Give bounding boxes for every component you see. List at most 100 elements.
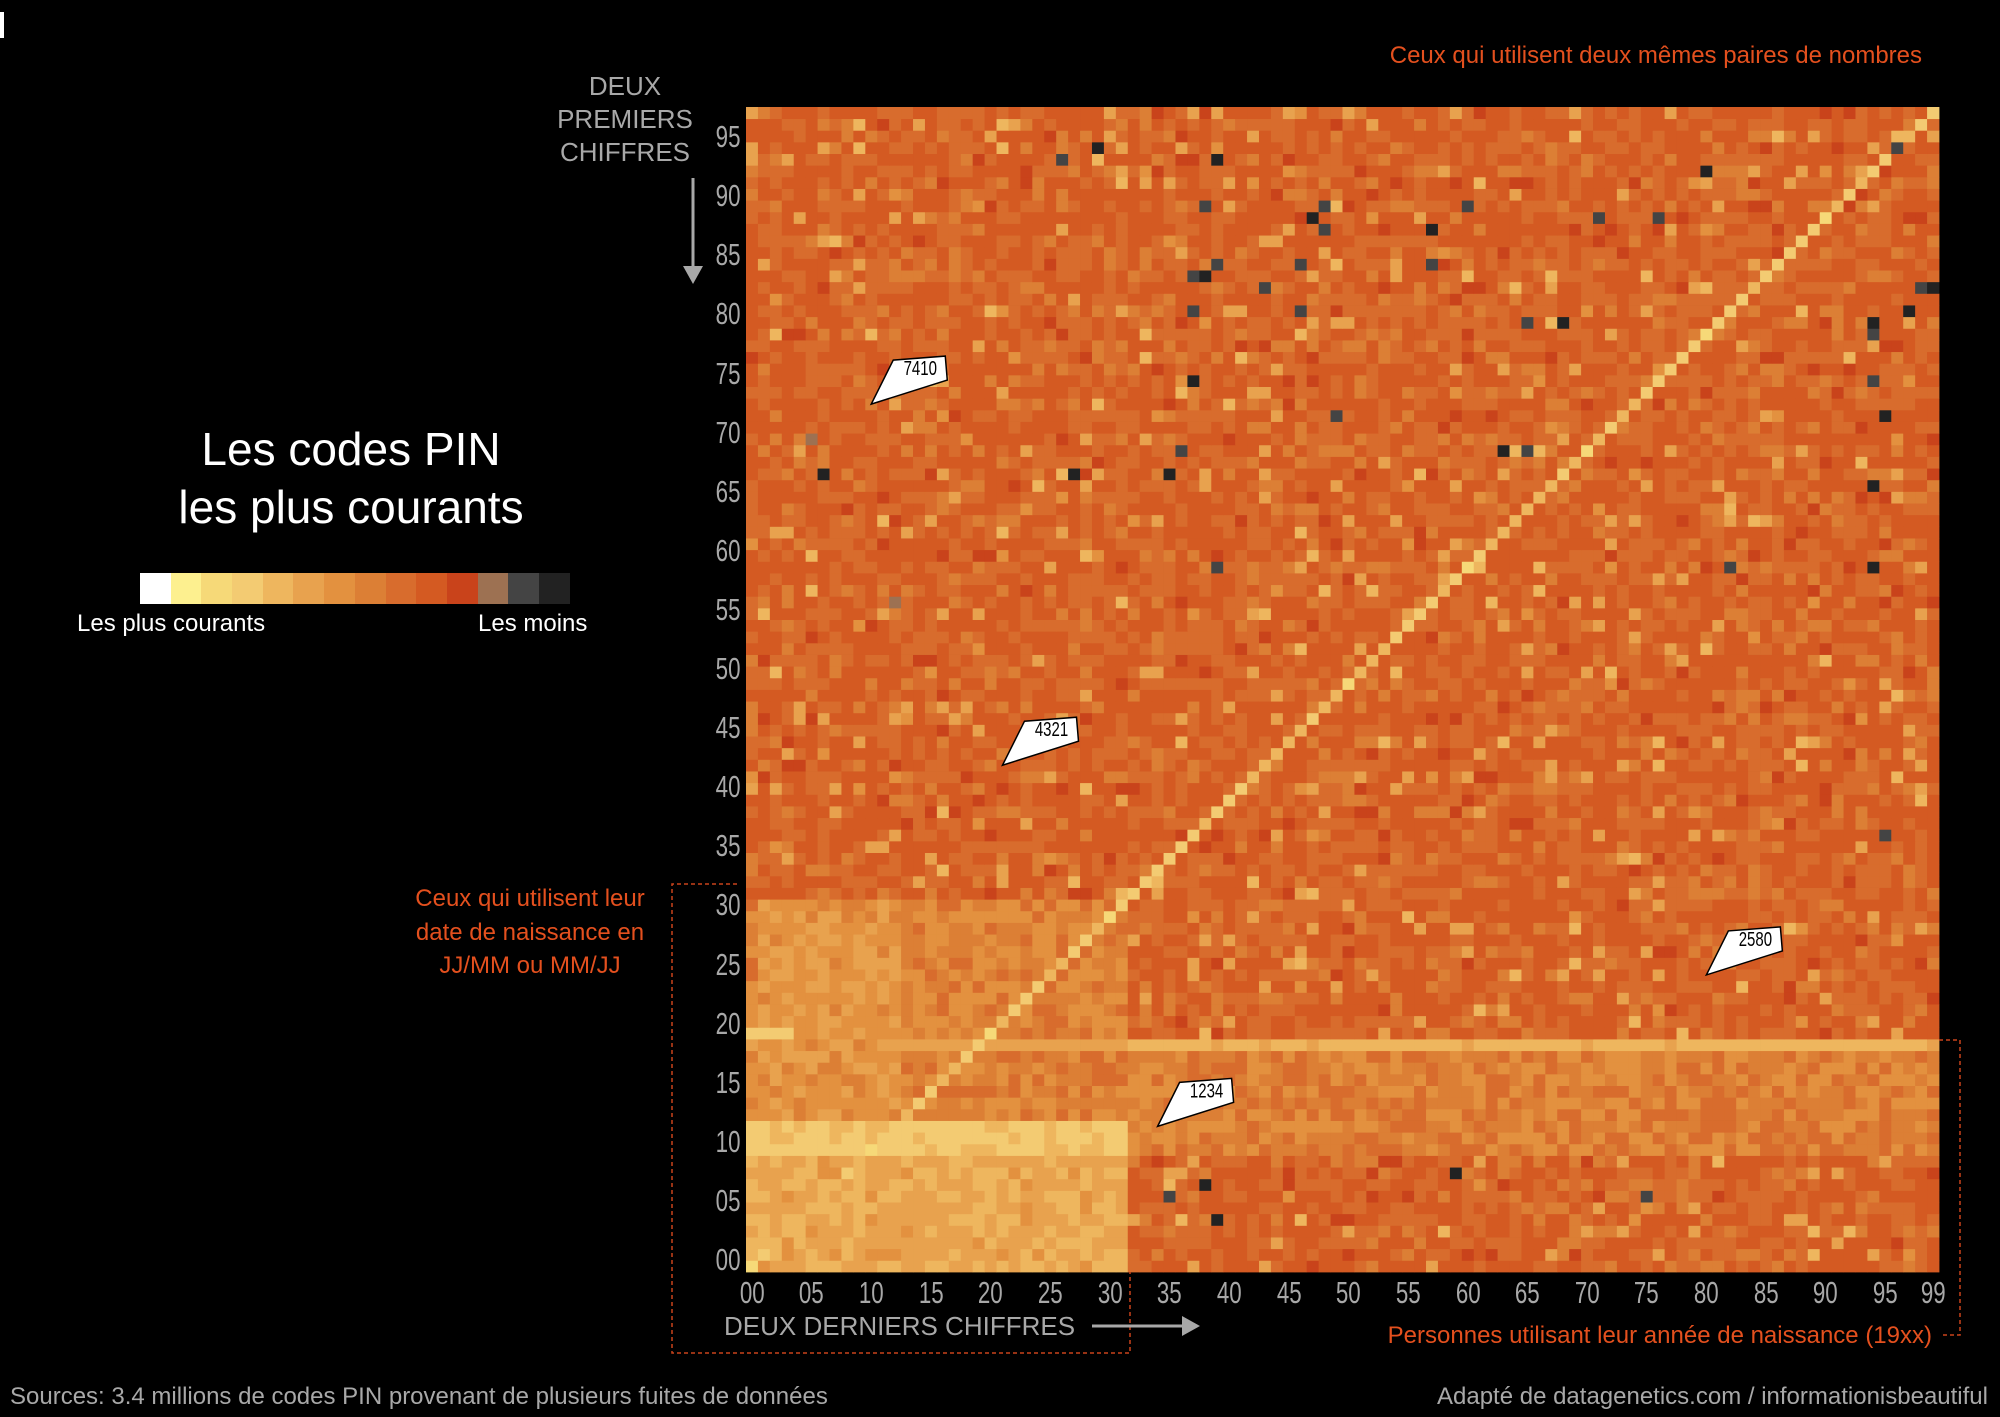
heatmap-cell — [1402, 712, 1415, 725]
heatmap-cell — [1223, 1178, 1236, 1191]
heatmap-cell — [1306, 1062, 1320, 1075]
heatmap-cell — [1927, 852, 1940, 865]
heatmap-cell — [1807, 1039, 1821, 1052]
heatmap-cell — [1223, 1050, 1236, 1063]
heatmap-cell — [1795, 794, 1809, 807]
heatmap-cell — [1235, 736, 1248, 749]
heatmap-cell — [841, 980, 854, 993]
heatmap-cell — [746, 1167, 759, 1180]
heatmap-cell — [1294, 1132, 1308, 1145]
heatmap-cell — [1402, 980, 1415, 993]
heatmap-cell — [960, 1108, 974, 1121]
heatmap-cell — [1593, 922, 1606, 935]
heatmap-cell — [1664, 1004, 1677, 1017]
heatmap-cell — [1390, 736, 1403, 749]
title-line-2: les plus courants — [178, 481, 524, 533]
heatmap-cell — [984, 1062, 997, 1075]
heatmap-cell — [1521, 724, 1534, 737]
heatmap-cell — [853, 701, 866, 714]
x-tick-text: 40 — [1216, 1275, 1242, 1310]
heatmap-cell — [924, 1190, 938, 1203]
heatmap-cell — [1593, 852, 1606, 865]
heatmap-cell — [1736, 1202, 1749, 1215]
heatmap-cell — [1080, 1108, 1093, 1121]
heatmap-cell — [1461, 1167, 1475, 1180]
heatmap-cell — [1151, 1260, 1164, 1273]
heatmap-cell — [1795, 1097, 1809, 1110]
heatmap-cell — [1545, 922, 1558, 935]
heatmap-cell — [1390, 1237, 1403, 1250]
heatmap-cell — [1879, 1097, 1892, 1110]
heatmap-cell — [1426, 1248, 1439, 1261]
heatmap-cell — [757, 1225, 771, 1238]
heatmap-cell — [984, 806, 997, 819]
heatmap-cell — [1199, 969, 1212, 982]
heatmap-cell — [1282, 794, 1296, 807]
heatmap-cell — [1414, 1004, 1427, 1017]
heatmap-cell — [1771, 1108, 1785, 1121]
heatmap-cell — [1008, 806, 1021, 819]
heatmap-cell — [1628, 1039, 1642, 1052]
heatmap-cell — [1915, 1097, 1928, 1110]
heatmap-cell — [757, 887, 771, 900]
heatmap-cell — [1557, 1248, 1570, 1261]
heatmap-cell — [1461, 969, 1475, 982]
heatmap-cell — [1533, 945, 1546, 958]
heatmap-cell — [1437, 1155, 1451, 1168]
heatmap-cell — [1044, 829, 1057, 842]
heatmap-cell — [948, 910, 962, 923]
heatmap-cell — [936, 701, 950, 714]
heatmap-cell — [1354, 1004, 1367, 1017]
heatmap-cell — [1223, 712, 1236, 725]
heatmap-cell — [1581, 852, 1594, 865]
heatmap-cell — [924, 1213, 938, 1226]
heatmap-cell — [1008, 712, 1021, 725]
heatmap-cell — [1879, 945, 1892, 958]
heatmap-cell — [1461, 771, 1475, 784]
heatmap-cell — [1891, 724, 1904, 737]
heatmap-cell — [1294, 864, 1308, 877]
heatmap-cell — [1771, 1202, 1785, 1215]
heatmap-cell — [1390, 1039, 1403, 1052]
heatmap-cell — [1593, 899, 1606, 912]
heatmap-cell — [1032, 875, 1045, 888]
heatmap-cell — [1366, 1073, 1379, 1086]
heatmap-cell — [1103, 1178, 1117, 1191]
heatmap-cell — [1688, 1120, 1701, 1133]
heatmap-cell — [1175, 1178, 1188, 1191]
heatmap-cell — [1903, 1167, 1916, 1180]
heatmap-cell — [781, 806, 795, 819]
heatmap-cell — [817, 1202, 830, 1215]
heatmap-cell — [1199, 1190, 1212, 1203]
heatmap-cell — [1712, 782, 1725, 795]
heatmap-cell — [865, 899, 878, 912]
heatmap-cell — [1318, 782, 1331, 795]
heatmap-cell — [1521, 875, 1534, 888]
heatmap-cell — [1927, 829, 1940, 842]
heatmap-cell — [1139, 899, 1153, 912]
heatmap-cell — [1927, 840, 1940, 853]
heatmap-cell — [1771, 1260, 1785, 1273]
heatmap-cell — [1306, 1108, 1320, 1121]
heatmap-cell — [913, 992, 926, 1005]
heatmap-cell — [1306, 1225, 1320, 1238]
heatmap-cell — [948, 829, 962, 842]
heatmap-cell — [1557, 724, 1570, 737]
heatmap-cell — [1819, 1027, 1833, 1040]
heatmap-cell — [1533, 840, 1546, 853]
heatmap-cell — [1056, 1202, 1069, 1215]
heatmap-cell — [1378, 771, 1391, 784]
heatmap-cell — [1426, 934, 1439, 947]
heatmap-cell — [984, 1027, 997, 1040]
heatmap-cell — [1664, 794, 1677, 807]
heatmap-cell — [948, 1190, 962, 1203]
heatmap-cell — [1103, 1202, 1117, 1215]
heatmap-cell — [1879, 1027, 1892, 1040]
heatmap-cell — [960, 1039, 974, 1052]
heatmap-cell — [1891, 1004, 1904, 1017]
heatmap-cell — [1330, 945, 1343, 958]
heatmap-cell — [1115, 899, 1129, 912]
heatmap-cell — [1783, 1073, 1797, 1086]
heatmap-cell — [948, 980, 962, 993]
heatmap-cell — [1318, 1225, 1331, 1238]
